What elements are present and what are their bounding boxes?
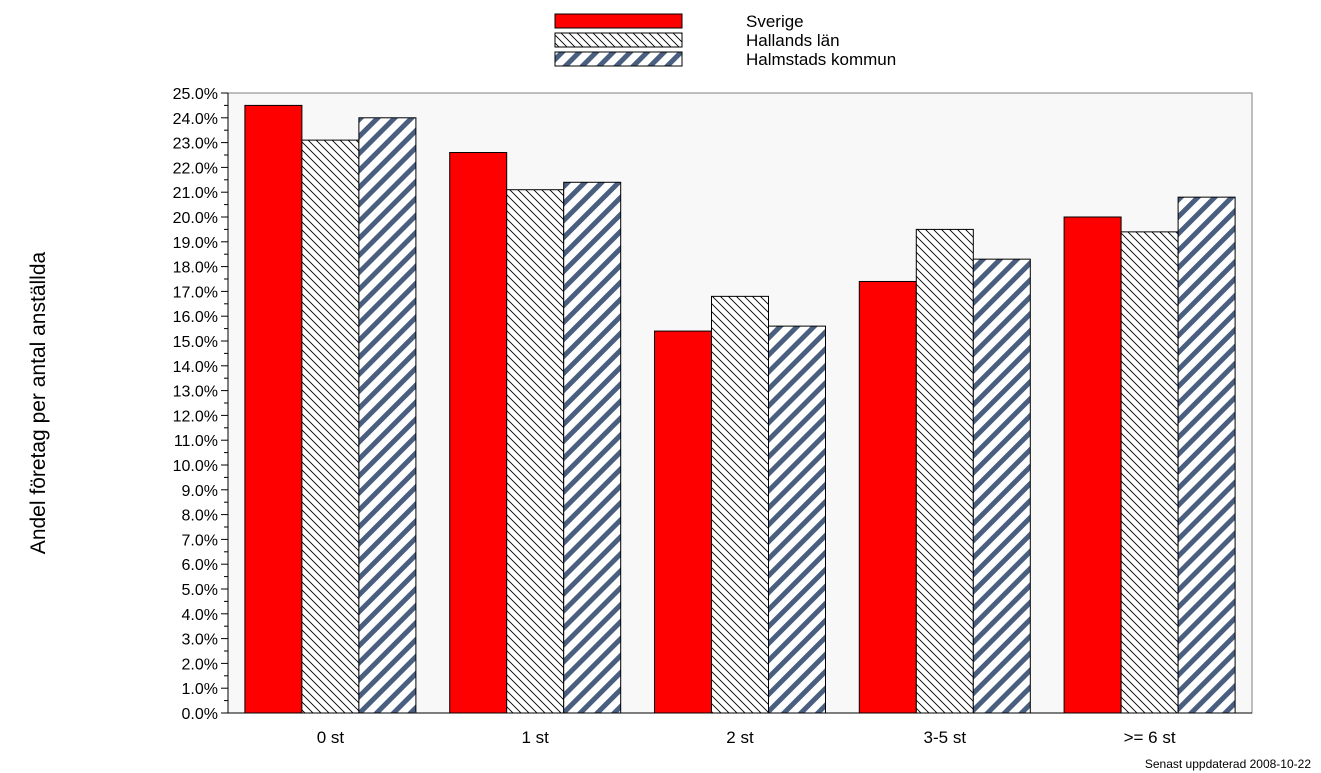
y-tick-label: 6.0% xyxy=(182,557,218,574)
y-axis: 0.0% 1.0% 2.0% 3.0% 4.0% 5.0% 6.0% 7.0% 8.0% 9.0%… xyxy=(173,86,229,723)
y-tick-label: 17.0% xyxy=(173,284,218,301)
bar-hallands-l-n-3 xyxy=(915,228,974,714)
y-tick-label: 19.0% xyxy=(173,235,218,252)
legend-item-sverige: Sverige xyxy=(554,12,804,31)
bar-hallands-l-n-2 xyxy=(711,295,769,714)
y-tick-label: 8.0% xyxy=(182,508,218,525)
y-tick-label: 16.0% xyxy=(173,309,218,326)
y-axis-label: Andel företag per antal anställda xyxy=(27,251,50,554)
y-tick-label: 11.0% xyxy=(174,433,218,450)
y-tick-label: 3.0% xyxy=(182,632,218,649)
bar-sverige-3 xyxy=(858,280,917,714)
y-tick-label: 25.0% xyxy=(173,86,218,103)
bar-halmstads-kommun-1 xyxy=(563,181,622,714)
footnote: Senast uppdaterad 2008-10-22 xyxy=(1145,757,1311,771)
y-tick-label: 10.0% xyxy=(173,458,218,475)
legend-swatch-halmstads-kommun xyxy=(554,51,683,67)
y-tick-label: 18.0% xyxy=(173,260,218,277)
legend-label-halmstads-kommun: Halmstads kommun xyxy=(746,50,896,69)
bar-sverige-0 xyxy=(244,104,303,714)
y-tick-label: 14.0% xyxy=(173,359,218,376)
y-tick-label: 0.0% xyxy=(182,706,218,723)
bar-halmstads-kommun-3 xyxy=(972,258,1031,714)
y-tick-label: 21.0% xyxy=(173,185,218,202)
bar-hallands-l-n-1 xyxy=(506,189,565,714)
legend-label-hallands-lan: Hallands län xyxy=(746,31,840,50)
y-tick-label: 1.0% xyxy=(182,681,218,698)
bar-hallands-l-n-4 xyxy=(1120,231,1179,714)
y-tick-label: 7.0% xyxy=(182,532,218,549)
legend-item-halmstads-kommun: Halmstads kommun xyxy=(554,50,896,69)
y-tick-label: 13.0% xyxy=(173,384,218,401)
legend-item-hallands-lan: Hallands län xyxy=(554,31,840,50)
y-tick-label: 22.0% xyxy=(173,160,218,177)
y-tick-label: 2.0% xyxy=(182,656,218,673)
bar-halmstads-kommun-4 xyxy=(1177,196,1236,714)
bar-halmstads-kommun-2 xyxy=(768,325,826,714)
x-tick-label: 3-5 st xyxy=(924,728,967,747)
y-tick-label: 12.0% xyxy=(173,408,218,425)
x-tick-label: 0 st xyxy=(317,728,345,747)
y-tick-label: 24.0% xyxy=(173,111,218,128)
bar-hallands-l-n-0 xyxy=(301,139,360,714)
bar-halmstads-kommun-0 xyxy=(358,117,417,714)
y-tick-label: 15.0% xyxy=(173,334,218,351)
x-axis: 0 st 1 st 2 st 3-5 st >= 6 st xyxy=(228,712,1252,747)
x-tick-label: >= 6 st xyxy=(1124,728,1176,747)
legend-swatch-sverige xyxy=(554,13,683,29)
x-tick-label: 2 st xyxy=(726,728,754,747)
bar-sverige-2 xyxy=(654,330,712,714)
y-tick-label: 23.0% xyxy=(173,136,218,153)
legend-swatch-hallands-lan xyxy=(554,32,683,48)
legend-label-sverige: Sverige xyxy=(746,12,804,31)
bars xyxy=(244,104,1236,714)
legend: Sverige Hallands län Halmstads kommun xyxy=(554,12,896,69)
y-tick-label: 9.0% xyxy=(182,483,218,500)
y-tick-label: 20.0% xyxy=(173,210,218,227)
bar-sverige-4 xyxy=(1063,216,1122,714)
x-tick-label: 1 st xyxy=(521,728,549,747)
y-tick-label: 5.0% xyxy=(182,582,218,599)
bar-sverige-1 xyxy=(449,152,508,714)
y-tick-label: 4.0% xyxy=(182,607,218,624)
